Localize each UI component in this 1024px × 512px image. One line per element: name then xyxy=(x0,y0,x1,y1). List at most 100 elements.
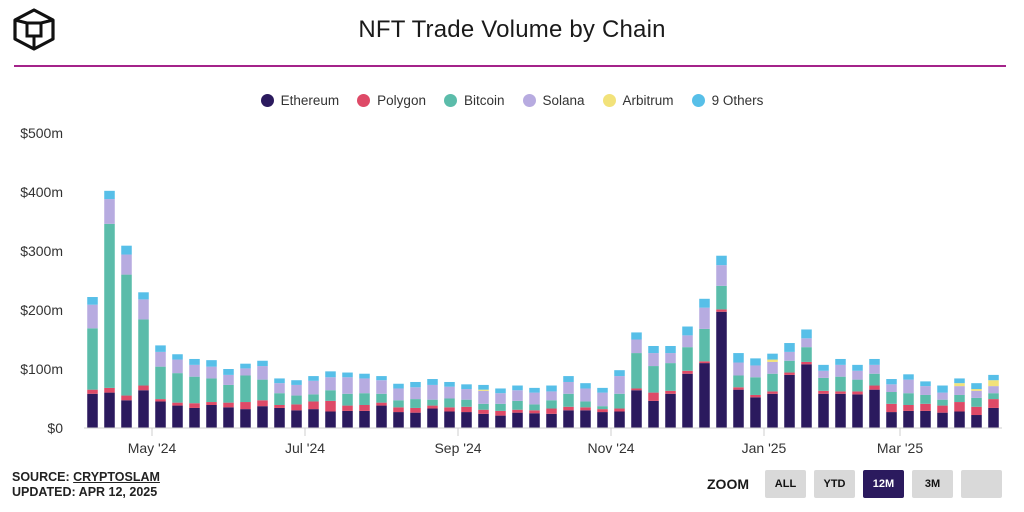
bar-segment-solana[interactable] xyxy=(529,392,540,405)
bar-segment-polygon[interactable] xyxy=(920,403,931,411)
bar-segment-solana[interactable] xyxy=(308,380,319,395)
bar-segment-9-others[interactable] xyxy=(240,363,251,369)
bar-segment-ethereum[interactable] xyxy=(750,397,761,428)
bar-segment-bitcoin[interactable] xyxy=(835,376,846,392)
bar-segment-bitcoin[interactable] xyxy=(172,373,183,403)
bar-segment-bitcoin[interactable] xyxy=(257,379,268,401)
bar-segment-solana[interactable] xyxy=(223,374,234,385)
bar-segment-9-others[interactable] xyxy=(767,353,778,360)
bar-segment-bitcoin[interactable] xyxy=(597,406,608,410)
bar-segment-bitcoin[interactable] xyxy=(801,347,812,362)
bar-segment-polygon[interactable] xyxy=(121,395,132,401)
bar-segment-bitcoin[interactable] xyxy=(682,347,693,371)
bar-segment-bitcoin[interactable] xyxy=(427,399,438,406)
zoom-all-button[interactable]: ALL xyxy=(765,470,806,498)
bar-segment-polygon[interactable] xyxy=(869,385,880,390)
legend-item-bitcoin[interactable]: Bitcoin xyxy=(443,93,505,108)
bar-segment-polygon[interactable] xyxy=(954,402,965,412)
bar-segment-ethereum[interactable] xyxy=(767,393,778,428)
bar-segment-polygon[interactable] xyxy=(104,387,115,393)
bar-segment-solana[interactable] xyxy=(512,390,523,401)
bar-segment-polygon[interactable] xyxy=(971,406,982,416)
bar-segment-polygon[interactable] xyxy=(87,389,98,394)
bar-segment-bitcoin[interactable] xyxy=(478,403,489,410)
bar-segment-solana[interactable] xyxy=(291,384,302,396)
bar-segment-9-others[interactable] xyxy=(988,374,999,381)
bar-segment-solana[interactable] xyxy=(410,387,421,400)
bar-segment-polygon[interactable] xyxy=(784,372,795,375)
bar-segment-polygon[interactable] xyxy=(903,404,914,411)
bar-segment-solana[interactable] xyxy=(240,368,251,376)
bar-segment-9-others[interactable] xyxy=(971,383,982,390)
bar-segment-9-others[interactable] xyxy=(716,255,727,266)
bar-segment-polygon[interactable] xyxy=(274,404,285,408)
bar-segment-9-others[interactable] xyxy=(852,364,863,371)
bar-segment-9-others[interactable] xyxy=(937,385,948,393)
zoom-3m-button[interactable]: 3M xyxy=(912,470,953,498)
bar-segment-9-others[interactable] xyxy=(189,358,200,365)
bar-segment-ethereum[interactable] xyxy=(512,412,523,428)
bar-segment-solana[interactable] xyxy=(784,351,795,361)
bar-segment-bitcoin[interactable] xyxy=(886,392,897,404)
bar-segment-ethereum[interactable] xyxy=(376,405,387,428)
bar-segment-polygon[interactable] xyxy=(376,402,387,406)
bar-segment-bitcoin[interactable] xyxy=(325,390,336,401)
bar-segment-solana[interactable] xyxy=(988,386,999,394)
bar-segment-polygon[interactable] xyxy=(325,400,336,412)
bar-segment-solana[interactable] xyxy=(359,378,370,394)
bar-segment-ethereum[interactable] xyxy=(240,409,251,428)
bar-segment-polygon[interactable] xyxy=(699,361,710,364)
bar-segment-arbitrum[interactable] xyxy=(988,380,999,387)
bar-segment-bitcoin[interactable] xyxy=(359,393,370,405)
bar-segment-polygon[interactable] xyxy=(342,405,353,411)
bar-segment-9-others[interactable] xyxy=(410,381,421,388)
bar-segment-ethereum[interactable] xyxy=(342,410,353,428)
bar-segment-solana[interactable] xyxy=(444,386,455,399)
bar-segment-ethereum[interactable] xyxy=(359,410,370,428)
bar-segment-bitcoin[interactable] xyxy=(903,393,914,405)
bar-segment-9-others[interactable] xyxy=(529,387,540,393)
bar-segment-solana[interactable] xyxy=(138,299,149,320)
bar-segment-solana[interactable] xyxy=(495,393,506,404)
bar-segment-9-others[interactable] xyxy=(376,376,387,381)
bar-segment-ethereum[interactable] xyxy=(920,410,931,428)
bar-segment-polygon[interactable] xyxy=(648,392,659,401)
bar-segment-ethereum[interactable] xyxy=(886,412,897,428)
bar-segment-ethereum[interactable] xyxy=(410,412,421,428)
bar-segment-9-others[interactable] xyxy=(393,383,404,389)
bar-segment-solana[interactable] xyxy=(342,377,353,394)
bar-segment-polygon[interactable] xyxy=(172,402,183,406)
bar-segment-bitcoin[interactable] xyxy=(495,403,506,411)
bar-segment-bitcoin[interactable] xyxy=(563,393,574,407)
bar-segment-ethereum[interactable] xyxy=(580,410,591,428)
bar-segment-solana[interactable] xyxy=(665,353,676,364)
bar-segment-solana[interactable] xyxy=(104,199,115,224)
bar-segment-9-others[interactable] xyxy=(308,376,319,381)
legend-item-solana[interactable]: Solana xyxy=(522,93,585,108)
zoom-extra-button[interactable] xyxy=(961,470,1002,498)
bar-segment-ethereum[interactable] xyxy=(665,393,676,428)
zoom-12m-button[interactable]: 12M xyxy=(863,470,904,498)
bar-segment-ethereum[interactable] xyxy=(546,413,557,428)
bar-segment-9-others[interactable] xyxy=(801,329,812,339)
bar-segment-ethereum[interactable] xyxy=(172,405,183,428)
bar-segment-bitcoin[interactable] xyxy=(206,378,217,403)
bar-segment-polygon[interactable] xyxy=(393,407,404,413)
bar-segment-polygon[interactable] xyxy=(427,405,438,409)
bar-segment-arbitrum[interactable] xyxy=(954,383,965,387)
bar-segment-bitcoin[interactable] xyxy=(410,399,421,408)
bar-segment-polygon[interactable] xyxy=(223,402,234,408)
bar-segment-ethereum[interactable] xyxy=(138,390,149,428)
bar-segment-solana[interactable] xyxy=(886,384,897,393)
bar-segment-polygon[interactable] xyxy=(478,409,489,414)
bar-segment-polygon[interactable] xyxy=(461,406,472,413)
bar-segment-bitcoin[interactable] xyxy=(665,363,676,391)
bar-segment-solana[interactable] xyxy=(716,265,727,286)
bar-segment-bitcoin[interactable] xyxy=(189,376,200,404)
bar-segment-ethereum[interactable] xyxy=(563,410,574,428)
bar-segment-polygon[interactable] xyxy=(529,410,540,414)
bar-segment-polygon[interactable] xyxy=(665,390,676,394)
bar-segment-polygon[interactable] xyxy=(291,404,302,411)
bar-segment-ethereum[interactable] xyxy=(784,374,795,428)
bar-segment-solana[interactable] xyxy=(121,254,132,275)
